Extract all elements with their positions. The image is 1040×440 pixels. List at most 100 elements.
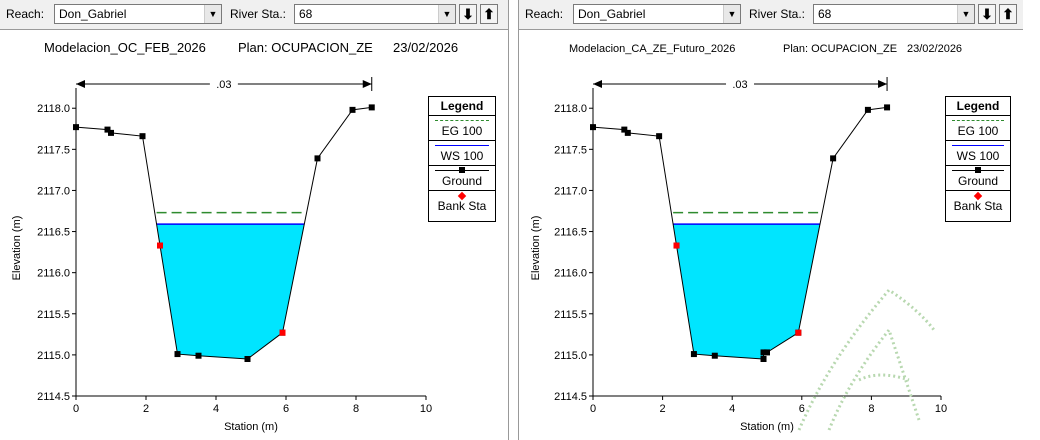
ground-point [195,352,202,359]
river-station-label: River Sta.: [230,7,287,21]
y-tick-label: 2116.0 [37,268,70,280]
ground-point [760,349,767,356]
y-tick-label: 2117.5 [37,144,70,156]
legend-eg-swatch [952,120,1004,121]
reach-select[interactable]: Don_Gabriel ▼ [573,4,741,24]
ground-line [592,106,888,360]
legend-eg-label: EG 100 [441,124,483,138]
x-tick-label: 10 [420,403,432,415]
ground-point [830,155,837,162]
ground-point [104,126,111,133]
manning-n-label: .03 [216,79,231,91]
ground-point [621,126,628,133]
legend-item-bank: Bank Sta [429,191,495,221]
bank-station-point [279,329,286,336]
cross-section-chart-right: Modelacion_CA_ZE_Futuro_2026 Plan: OCUPA… [530,43,962,433]
chart-title-plan: Plan: OCUPACION_ZE [238,40,373,55]
chevron-down-icon[interactable]: ▼ [204,5,221,23]
chevron-down-icon[interactable]: ▼ [438,5,455,23]
river-station-select[interactable]: 68 ▼ [294,4,456,24]
y-axis-label: Elevation (m) [11,216,23,281]
river-station-value: 68 [299,7,313,21]
y-tick-label: 2115.0 [37,350,70,362]
ground-point [139,133,146,140]
y-tick-label: 2115.5 [37,309,70,321]
y-tick-label: 2118.0 [554,103,587,115]
ground-point [349,106,356,113]
legend-left: Legend EG 100 WS 100 Ground Bank Sta [428,96,496,222]
legend-item-ws: WS 100 [429,141,495,166]
ground-point [764,349,770,356]
ground-point [760,356,767,362]
legend-eg-swatch [435,120,489,121]
x-tick-label: 2 [143,403,149,415]
y-tick-label: 2116.0 [554,268,587,280]
y-tick-label: 2115.5 [554,309,587,321]
chevron-down-icon[interactable]: ▼ [957,5,974,23]
water-area [156,224,305,359]
arrow-right-icon [362,80,372,88]
y-axis-label: Elevation (m) [530,216,542,281]
x-tick-label: 4 [729,403,735,415]
arrow-left-icon [76,80,85,88]
legend-title: Legend [429,97,495,116]
chevron-down-icon[interactable]: ▼ [723,5,740,23]
legend-item-eg: EG 100 [946,116,1010,141]
legend-item-ground: Ground [429,166,495,191]
y-tick-label: 2117.0 [554,185,587,197]
ground-point [884,104,891,111]
chart-title-model: Modelacion_OC_FEB_2026 [44,40,206,55]
previous-station-button[interactable]: ⬆ [999,4,1017,24]
previous-station-button[interactable]: ⬆ [480,4,498,24]
ground-point [624,129,631,136]
x-tick-label: 6 [283,403,289,415]
ground-point [864,106,871,113]
legend-eg-label: EG 100 [957,124,999,138]
ground-point [590,124,596,131]
x-tick-label: 10 [935,403,947,415]
bank-station-point [795,329,802,336]
x-tick-label: 6 [799,403,805,415]
toolbar-left: Reach: Don_Gabriel ▼ River Sta.: 68 ▼ ⬇ … [0,0,508,30]
reach-select[interactable]: Don_Gabriel ▼ [54,4,222,24]
plot-area-right: 2114.5 2115.0 2115.5 2116.0 2116.5 2117.0 2117… [530,77,947,433]
legend-ground-label: Ground [957,174,999,188]
legend-bank-label: Bank Sta [437,199,487,213]
x-tick-label: 0 [73,403,79,415]
legend-item-bank: Bank Sta [946,191,1010,221]
reach-label: Reach: [525,7,564,21]
river-station-select[interactable]: 68 ▼ [813,4,975,24]
legend-ws-label: WS 100 [956,149,1000,163]
toolbar-right: Reach: Don_Gabriel ▼ River Sta.: 68 ▼ ⬇ … [519,0,1023,30]
y-tick-label: 2116.5 [37,227,70,239]
y-tick-label: 2117.5 [554,144,587,156]
ground-point [174,351,181,358]
manning-n-label: .03 [732,79,747,91]
reach-select-value: Don_Gabriel [578,7,646,21]
cross-section-chart-left: Modelacion_OC_FEB_2026 Plan: OCUPACION_Z… [11,40,458,433]
plot-area-left: 2114.5 2115.0 2115.5 2116.0 2116.5 2117.0 2117… [11,77,432,433]
chart-title-date: 23/02/2026 [907,43,962,55]
ground-point [711,352,718,359]
x-axis-label: Station (m) [224,421,278,433]
ground-marker-icon [975,167,981,173]
legend-right: Legend EG 100 WS 100 Ground Bank Sta [945,96,1011,222]
legend-item-eg: EG 100 [429,116,495,141]
ground-point [244,356,251,362]
x-axis-label: Station (m) [740,421,794,433]
river-station-value: 68 [818,7,832,21]
manning-label-bg [209,77,238,90]
ground-point [656,133,663,140]
legend-ws-swatch [435,145,489,146]
next-station-button[interactable]: ⬇ [978,4,996,24]
legend-title: Legend [946,97,1010,116]
y-tick-label: 2114.5 [554,391,587,403]
ground-point [73,124,79,131]
y-tick-label: 2116.5 [554,227,587,239]
legend-ws-label: WS 100 [440,149,484,163]
x-tick-label: 0 [590,403,596,415]
legend-bank-label: Bank Sta [953,199,1003,213]
river-station-label: River Sta.: [749,7,806,21]
next-station-button[interactable]: ⬇ [459,4,477,24]
legend-item-ground: Ground [946,166,1010,191]
